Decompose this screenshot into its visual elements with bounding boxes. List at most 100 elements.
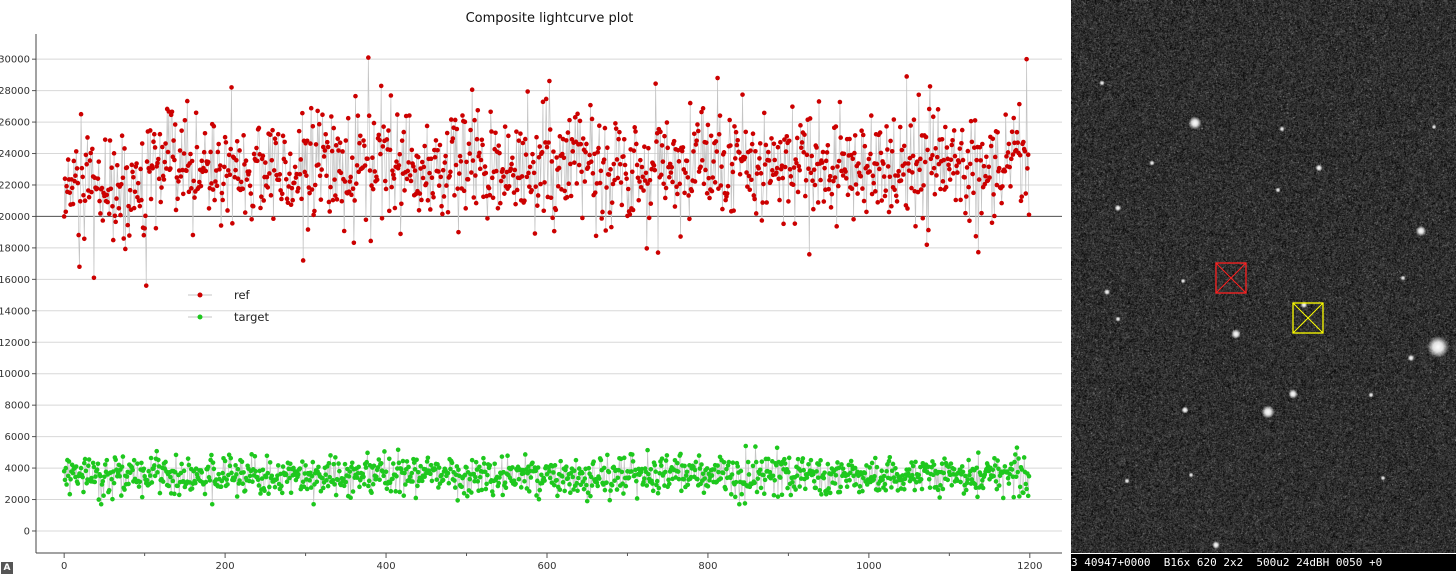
- data-point: [307, 478, 312, 483]
- data-point: [173, 207, 179, 213]
- data-point: [746, 173, 752, 179]
- data-point: [83, 152, 89, 158]
- data-point: [833, 124, 839, 129]
- data-point: [226, 168, 231, 173]
- data-point: [567, 117, 572, 123]
- data-point: [291, 465, 296, 471]
- data-point: [910, 153, 916, 159]
- data-point: [300, 110, 305, 116]
- data-point: [316, 464, 321, 470]
- data-point: [944, 145, 950, 150]
- data-point: [832, 481, 838, 486]
- sky-image-panel[interactable]: 3 40947+0000 B16x 620 2x2 500u2 24dBH 00…: [1071, 0, 1456, 579]
- data-point: [536, 496, 542, 502]
- data-point: [785, 485, 790, 491]
- data-point: [1007, 164, 1012, 170]
- data-point: [91, 275, 97, 281]
- data-point: [483, 170, 489, 176]
- data-point: [490, 492, 496, 498]
- data-point: [614, 487, 620, 492]
- data-point: [199, 158, 205, 164]
- data-point: [562, 188, 567, 194]
- data-point: [568, 193, 574, 199]
- data-point: [314, 479, 320, 485]
- target-aperture-marker[interactable]: [1215, 262, 1247, 294]
- data-point: [556, 165, 562, 171]
- data-point: [968, 118, 974, 124]
- data-point: [225, 482, 230, 487]
- corner-badge-icon[interactable]: A: [1, 562, 13, 574]
- data-point: [466, 141, 472, 147]
- data-point: [657, 470, 662, 476]
- data-point: [1017, 484, 1023, 490]
- data-point: [950, 138, 955, 143]
- data-point: [602, 125, 608, 131]
- data-point: [510, 155, 515, 161]
- data-point: [646, 215, 652, 221]
- data-point: [382, 178, 388, 184]
- data-point: [715, 75, 720, 81]
- data-point: [363, 217, 369, 223]
- data-point: [565, 130, 571, 135]
- data-point: [139, 197, 144, 203]
- data-point: [1010, 474, 1016, 480]
- data-point: [153, 225, 159, 231]
- data-point: [214, 183, 220, 189]
- data-point: [991, 192, 996, 197]
- sky-image[interactable]: [1071, 0, 1456, 554]
- data-point: [414, 457, 419, 463]
- data-point: [642, 144, 647, 150]
- data-point: [341, 228, 347, 234]
- data-point: [452, 485, 458, 490]
- data-point: [440, 167, 446, 173]
- legend-label-ref: ref: [234, 288, 251, 302]
- data-point: [1014, 445, 1020, 450]
- data-point: [918, 477, 924, 482]
- data-point: [984, 154, 989, 160]
- data-point: [218, 223, 224, 228]
- data-point: [1022, 148, 1028, 154]
- data-point: [513, 481, 518, 487]
- data-point: [613, 121, 618, 126]
- data-point: [329, 114, 334, 119]
- data-point: [651, 163, 657, 168]
- data-point: [742, 155, 748, 160]
- lightcurve-chart[interactable]: 0200040006000800010000120001400016000180…: [0, 0, 1071, 579]
- data-point: [235, 466, 241, 472]
- ref-aperture-marker[interactable]: [1292, 302, 1324, 334]
- data-point: [930, 114, 936, 120]
- data-point: [572, 115, 578, 120]
- data-point: [663, 185, 669, 191]
- data-point: [982, 181, 988, 187]
- data-point: [703, 167, 708, 173]
- data-point: [906, 161, 911, 166]
- data-point: [952, 153, 958, 159]
- data-point: [636, 197, 642, 203]
- data-point: [589, 483, 595, 488]
- data-point: [848, 470, 853, 476]
- data-point: [92, 479, 98, 485]
- data-point: [888, 138, 893, 144]
- data-point: [249, 216, 254, 222]
- data-point: [893, 193, 899, 199]
- data-point: [489, 489, 495, 494]
- data-point: [186, 189, 192, 195]
- data-point: [543, 140, 548, 145]
- data-point: [461, 188, 467, 194]
- data-point: [1015, 140, 1021, 145]
- data-point: [394, 473, 399, 479]
- data-point: [1018, 198, 1024, 204]
- data-point: [369, 490, 374, 496]
- data-point: [617, 161, 623, 167]
- data-point: [588, 102, 593, 108]
- data-point: [110, 496, 115, 502]
- data-point: [511, 190, 517, 195]
- data-point: [631, 148, 637, 153]
- data-point: [139, 141, 145, 146]
- data-point: [820, 149, 826, 155]
- data-point: [406, 160, 411, 165]
- data-point: [803, 178, 809, 183]
- aperture-overlay: [1215, 262, 1324, 334]
- data-point: [551, 228, 557, 234]
- data-point: [733, 129, 739, 135]
